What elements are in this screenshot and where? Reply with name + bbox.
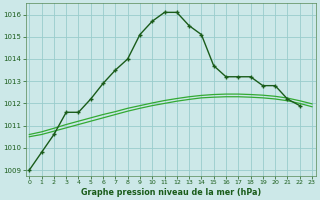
X-axis label: Graphe pression niveau de la mer (hPa): Graphe pression niveau de la mer (hPa) [81,188,261,197]
